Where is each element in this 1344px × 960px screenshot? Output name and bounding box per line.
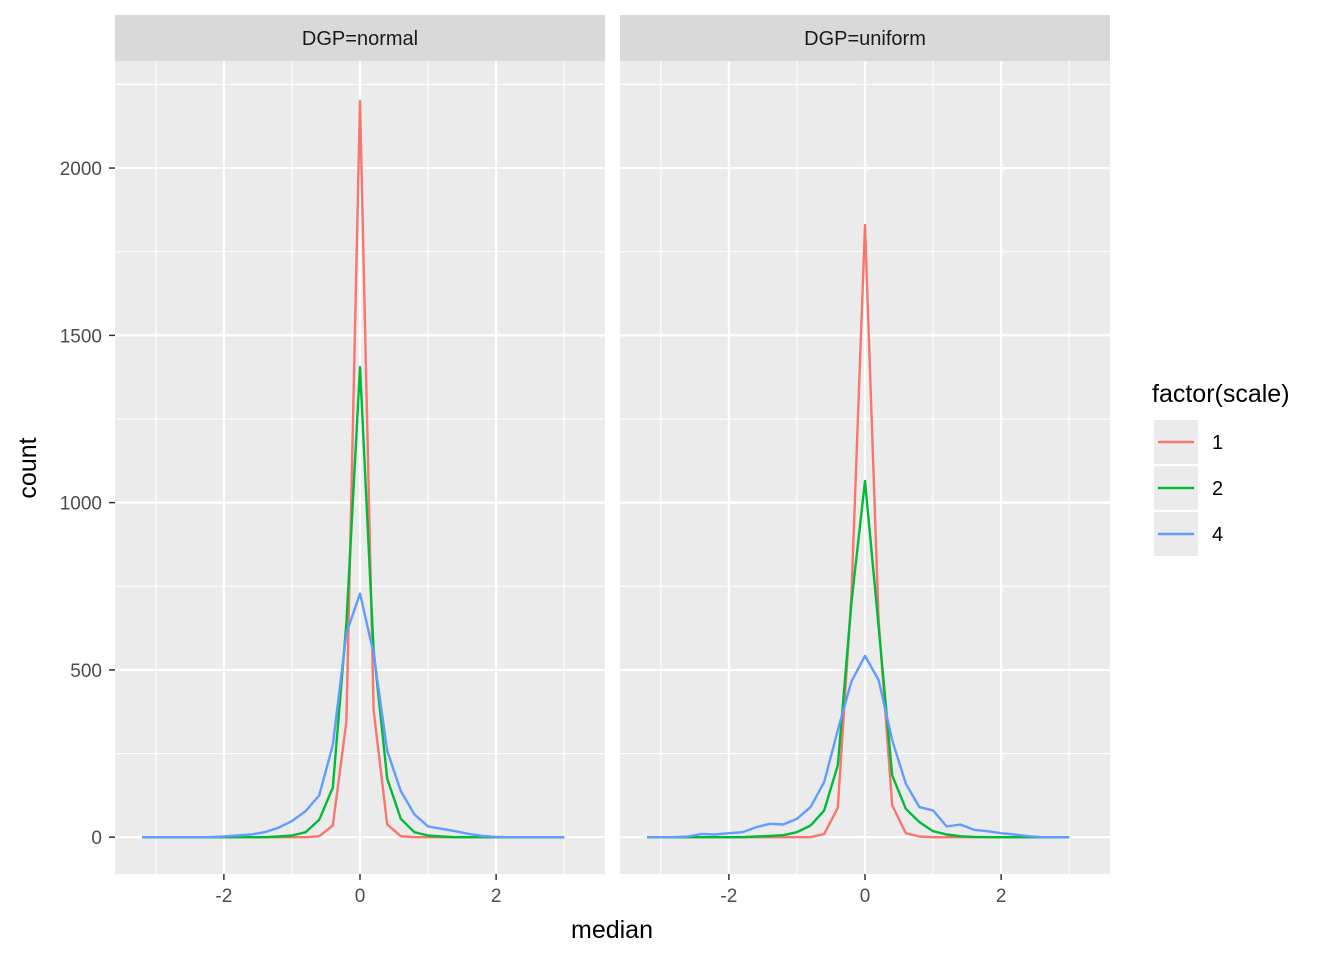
x-tick-label: 2 <box>491 886 502 907</box>
x-axis-title: median <box>571 916 653 944</box>
x-tick-label: 2 <box>996 886 1007 907</box>
strip-label-normal: DGP=normal <box>302 28 418 50</box>
grid-normal <box>115 61 605 874</box>
strip-label-uniform: DGP=uniform <box>804 28 926 50</box>
y-tick-label: 1500 <box>60 326 102 347</box>
y-axis: 0 500 1000 1500 2000 <box>60 159 115 849</box>
x-tick-label: 0 <box>355 886 366 907</box>
x-tick-label: -2 <box>215 886 232 907</box>
y-tick-label: 0 <box>91 828 102 849</box>
legend: factor(scale) 1 2 4 <box>1152 380 1290 556</box>
series-lines-normal <box>142 99 565 839</box>
x-ticks-uniform: -2 0 2 <box>720 874 1006 907</box>
x-tick-label: -2 <box>720 886 737 907</box>
legend-title: factor(scale) <box>1152 380 1290 408</box>
series-lines-uniform <box>647 223 1070 839</box>
strip-background-normal <box>115 15 605 61</box>
legend-label-1: 1 <box>1212 432 1223 454</box>
series-line-2 <box>647 479 1070 839</box>
strip-background-uniform <box>620 15 1110 61</box>
legend-label-4: 4 <box>1212 524 1223 546</box>
x-ticks-normal: -2 0 2 <box>215 874 501 907</box>
y-tick-label: 1000 <box>60 494 102 515</box>
series-line-4 <box>647 654 1070 839</box>
legend-label-2: 2 <box>1212 478 1223 500</box>
y-tick-label: 2000 <box>60 159 102 180</box>
x-tick-label: 0 <box>860 886 871 907</box>
series-line-4 <box>142 592 565 839</box>
y-tick-label: 500 <box>70 661 102 682</box>
panel-dgp-normal: DGP=normal -2 0 2 <box>115 15 605 907</box>
panel-dgp-uniform: DGP=uniform -2 0 2 <box>620 15 1110 907</box>
y-axis-title: count <box>14 437 42 498</box>
